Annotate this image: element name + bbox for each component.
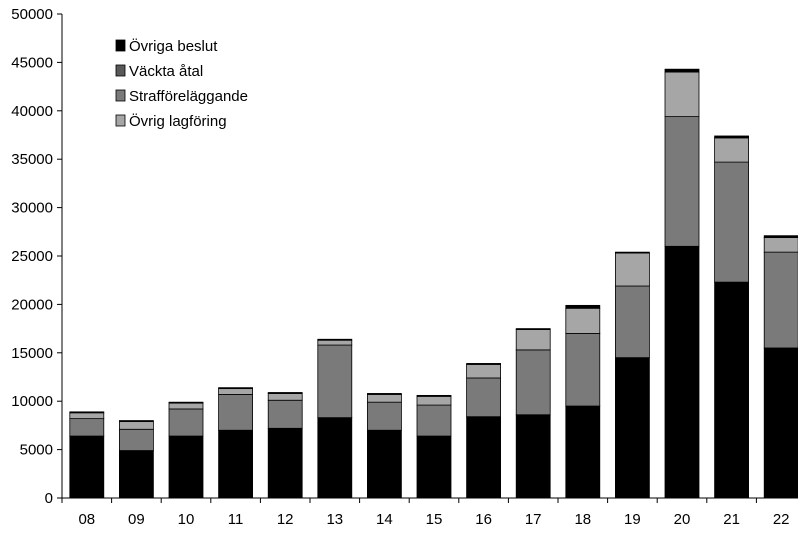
x-tick-label: 13 [326,511,343,528]
bar-segment [119,421,154,430]
bar-segment [615,357,650,499]
bar-segment [515,328,551,330]
bar-segment [615,285,650,359]
legend-label: Väckta åtal [129,63,203,80]
tick-labels: 0 5000 10000 15000 20000 25000 30000 35000 40000… [11,6,789,528]
legend-swatch [115,89,126,102]
bar-segment [466,364,502,379]
x-tick-label: 19 [624,511,641,528]
bar-segment [366,429,402,499]
bar-segment [366,401,402,431]
y-tick-label: 40000 [11,103,53,120]
bar-segment [416,395,452,406]
bar-segment [218,387,254,390]
bar-segment [218,429,254,499]
legend: Övriga beslut Väckta åtal Strafföreläggand… [115,37,248,130]
bar-segment [714,135,749,139]
bar-segment [416,394,452,397]
bar-segment [69,411,105,414]
bar-segment [69,435,105,499]
legend-label: Strafföreläggande [129,88,248,105]
bar-segment [267,399,303,429]
bar-segment [565,304,601,309]
bar-segment [168,402,204,410]
bar-segment [267,393,303,401]
bar-segment [168,401,204,404]
bar-segment [317,339,353,346]
y-tick-label: 20000 [11,296,53,313]
y-tick-label: 5000 [20,442,53,459]
bar-segment [267,427,303,499]
bar-segment [466,377,502,418]
x-tick-label: 15 [426,511,443,528]
bar-segment [317,417,353,499]
x-tick-label: 08 [78,511,95,528]
bar-segment [763,237,798,253]
bar-segment [615,252,650,287]
y-tick-label: 45000 [11,54,53,71]
bar-segment [466,416,502,499]
x-tick-label: 16 [475,511,492,528]
bar-segment [218,394,254,431]
bar-segment [317,344,353,419]
bar-segment [119,450,154,499]
y-tick-label: 0 [45,490,53,507]
x-tick-label: 22 [773,511,790,528]
bar-segment [664,71,700,118]
x-tick-label: 11 [228,511,244,528]
x-tick-label: 18 [574,511,591,528]
bar-segment [119,428,154,451]
legend-swatch [115,64,126,77]
bar-segment [515,349,551,416]
bar-segment [714,281,749,499]
bar-segment [416,435,452,499]
y-tick-label: 10000 [11,393,53,410]
bar-segment [119,420,154,422]
x-tick-label: 12 [277,511,294,528]
legend-swatch [115,114,126,127]
bar-segment [664,245,700,499]
bar-segment [714,137,749,163]
bar-segment [615,251,650,254]
bar-segment [218,388,254,395]
bar-segment [515,329,551,351]
x-tick-label: 14 [376,511,393,528]
bar-segment [714,161,749,283]
bar-segment [69,412,105,420]
bar-segment [664,116,700,247]
x-tick-label: 20 [674,511,691,528]
bar-segment [168,408,204,437]
bar-segment [763,251,798,349]
y-tick-label: 25000 [11,248,53,265]
bar-segment [565,307,601,334]
bar-segment [366,393,402,395]
bar-segment [664,68,700,73]
bar-segment [317,338,353,341]
bar-segment [515,414,551,499]
legend-swatch [115,39,126,52]
bar-segment [416,404,452,437]
x-tick-label: 10 [178,511,195,528]
bars [69,68,798,499]
bar-segment [267,392,303,394]
bar-segment [763,235,798,239]
x-tick-label: 21 [723,511,740,528]
bar-segment [763,347,798,499]
y-tick-label: 35000 [11,151,53,168]
y-tick-label: 30000 [11,200,53,217]
bar-segment [466,363,502,365]
y-tick-label: 50000 [11,6,53,23]
bar-segment [168,435,204,499]
legend-label: Övriga beslut [129,37,218,55]
bar-segment [565,333,601,407]
bar-segment [69,418,105,437]
legend-label: Övrig lagföring [129,112,227,130]
x-tick-label: 09 [128,511,145,528]
bar-segment [366,394,402,403]
bar-segment [565,405,601,499]
x-tick-label: 17 [525,511,542,528]
y-tick-label: 15000 [11,345,53,362]
